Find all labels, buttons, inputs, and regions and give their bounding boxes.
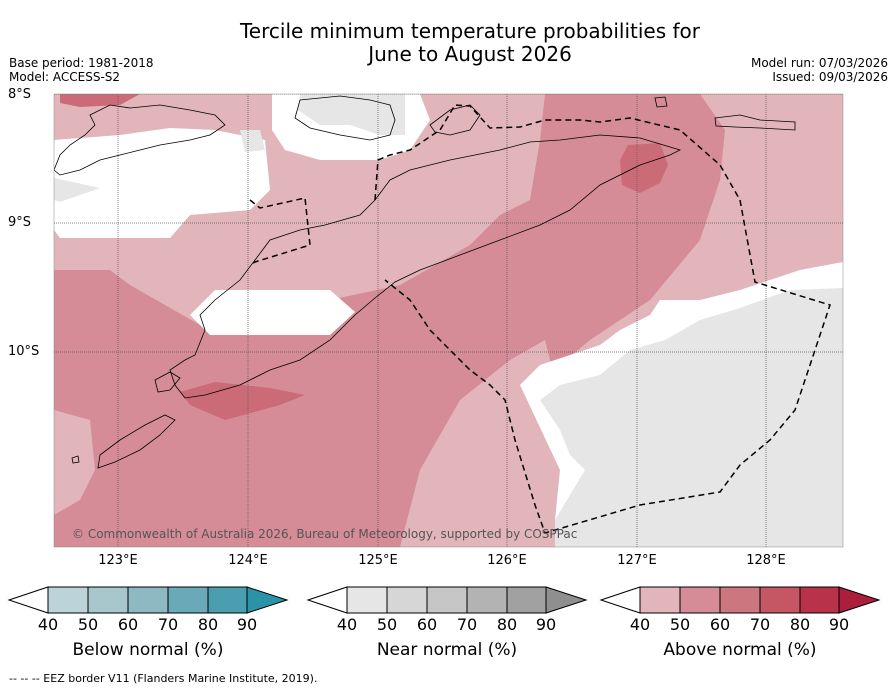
cb-near-tick: 40	[336, 615, 358, 634]
cb-near-tick: 70	[456, 615, 478, 634]
colorbar-near-normal	[306, 586, 588, 614]
cb-above-seg	[679, 586, 721, 614]
cb-above-seg	[799, 586, 840, 614]
region-white-west	[190, 290, 355, 335]
region-near-normal-northwest	[54, 178, 100, 202]
cb-below-seg	[87, 586, 129, 614]
alor-coastline	[54, 104, 226, 176]
cb-below-tick: 60	[117, 615, 139, 634]
cb-above-seg	[719, 586, 761, 614]
cb-above-tick: 70	[749, 615, 771, 634]
cb-near-tick: 80	[496, 615, 518, 634]
colorbar-above-normal	[599, 586, 881, 614]
small-island-1	[71, 455, 80, 464]
map-area: © Commonwealth of Australia 2026, Bureau…	[54, 94, 843, 547]
title-line-1: Tercile minimum temperature probabilitie…	[239, 19, 701, 43]
cb-below-tick: 90	[236, 615, 258, 634]
cb-above-seg	[759, 586, 801, 614]
model-run: Model run: 07/03/2026	[750, 56, 888, 70]
map-title: Tercile minimum temperature probabilitie…	[170, 20, 770, 66]
lon-label-126e: 126°E	[487, 553, 527, 568]
cb-below-seg	[207, 586, 248, 614]
cb-above-tick: 50	[669, 615, 691, 634]
issued-date: Issued: 09/03/2026	[772, 70, 888, 84]
lon-label-128e: 128°E	[746, 553, 786, 568]
semau-coastline	[154, 371, 181, 393]
base-period: Base period: 1981-2018	[9, 56, 154, 70]
cb-below-seg	[47, 586, 89, 614]
north-island-coastline	[294, 95, 396, 141]
colorbar-below-label: Below normal (%)	[72, 640, 224, 660]
lat-label-10s: 10°S	[8, 344, 40, 359]
lat-label-9s: 9°S	[8, 215, 32, 230]
rote-coastline	[97, 414, 176, 469]
cb-near-seg	[466, 586, 508, 614]
cb-below-tick: 50	[77, 615, 99, 634]
kisar-coastline	[714, 114, 796, 131]
colorbar-near-label: Near normal (%)	[376, 640, 518, 660]
region-above-40-south	[400, 340, 560, 547]
eez-footnote: -- -- -- EEZ border V11 (Flanders Marine…	[9, 672, 318, 685]
cb-near-tick: 90	[535, 615, 557, 634]
cb-above-tick: 90	[828, 615, 850, 634]
cb-below-tick: 40	[37, 615, 59, 634]
cb-near-seg	[346, 586, 388, 614]
title-line-2: June to August 2026	[368, 42, 572, 66]
cb-near-tick: 60	[416, 615, 438, 634]
region-near-normal-topleft	[240, 130, 265, 152]
map-frame	[53, 93, 844, 548]
cb-above-seg	[639, 586, 681, 614]
model-name: Model: ACCESS-S2	[9, 70, 121, 84]
cb-below-tick: 70	[157, 615, 179, 634]
region-white-northwest	[54, 128, 270, 238]
colorbar-above-label: Above normal (%)	[663, 640, 817, 660]
cb-above-tick: 40	[629, 615, 651, 634]
region-above-60-southwest	[180, 382, 305, 420]
meta-right: Model run: 07/03/2026 Issued: 09/03/2026	[751, 56, 888, 84]
cb-above-tick: 60	[709, 615, 731, 634]
region-near-normal-southeast	[540, 288, 843, 547]
cb-near-seg	[386, 586, 428, 614]
cb-near-tick: 50	[376, 615, 398, 634]
leti-coastline	[654, 96, 668, 108]
lat-label-8s: 8°S	[8, 87, 32, 102]
timor-coastline	[169, 134, 682, 399]
lon-label-124e: 124°E	[228, 553, 268, 568]
lon-label-127e: 127°E	[617, 553, 657, 568]
cb-below-seg	[127, 586, 169, 614]
cb-below-seg	[167, 586, 209, 614]
cb-above-tick: 80	[789, 615, 811, 634]
eez-border	[249, 104, 831, 534]
graticule	[54, 94, 843, 547]
cb-below-tick: 80	[197, 615, 219, 634]
lon-label-125e: 125°E	[358, 553, 398, 568]
lon-label-123e: 123°E	[98, 553, 138, 568]
copyright-notice: © Commonwealth of Australia 2026, Bureau…	[72, 527, 577, 541]
meta-left: Base period: 1981-2018 Model: ACCESS-S2	[9, 56, 154, 84]
cb-near-seg	[426, 586, 468, 614]
colorbar-below-normal	[7, 586, 289, 614]
cb-near-seg	[506, 586, 547, 614]
region-above-60-top	[60, 94, 140, 107]
region-above-60-east	[620, 143, 668, 193]
